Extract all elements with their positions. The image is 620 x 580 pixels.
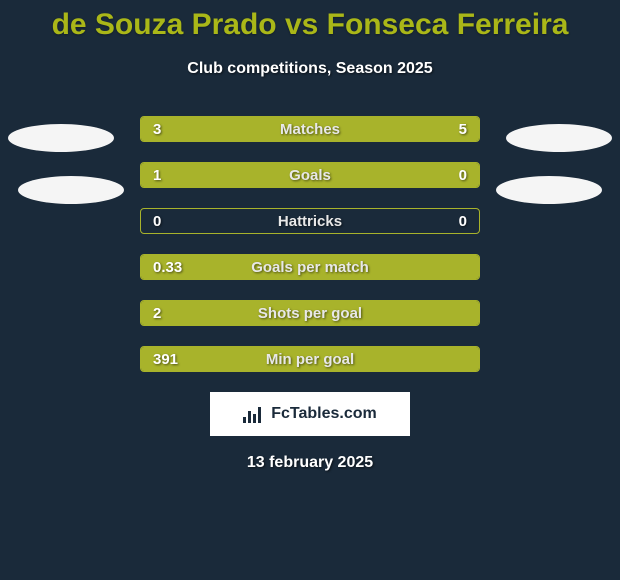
stat-row: 3Matches5 — [140, 116, 480, 142]
stat-row: 391Min per goal — [140, 346, 480, 372]
subtitle: Club competitions, Season 2025 — [0, 60, 620, 78]
stat-row: 0Hattricks0 — [140, 208, 480, 234]
date-label: 13 february 2025 — [0, 454, 620, 472]
stat-row: 0.33Goals per match — [140, 254, 480, 280]
stat-label: Matches — [141, 117, 479, 141]
logo-chart-icon — [243, 405, 265, 423]
stat-row: 2Shots per goal — [140, 300, 480, 326]
stat-label: Goals per match — [141, 255, 479, 279]
logo-text: FcTables.com — [271, 405, 377, 423]
stats-container: 3Matches51Goals00Hattricks00.33Goals per… — [0, 116, 620, 372]
stat-label: Shots per goal — [141, 301, 479, 325]
stat-row: 1Goals0 — [140, 162, 480, 188]
page-title: de Souza Prado vs Fonseca Ferreira — [0, 0, 620, 42]
stat-label: Goals — [141, 163, 479, 187]
stat-value-right: 0 — [459, 163, 467, 187]
stat-value-right: 0 — [459, 209, 467, 233]
logo-box: FcTables.com — [210, 392, 410, 436]
stat-label: Min per goal — [141, 347, 479, 371]
stat-value-right: 5 — [459, 117, 467, 141]
stat-label: Hattricks — [141, 209, 479, 233]
